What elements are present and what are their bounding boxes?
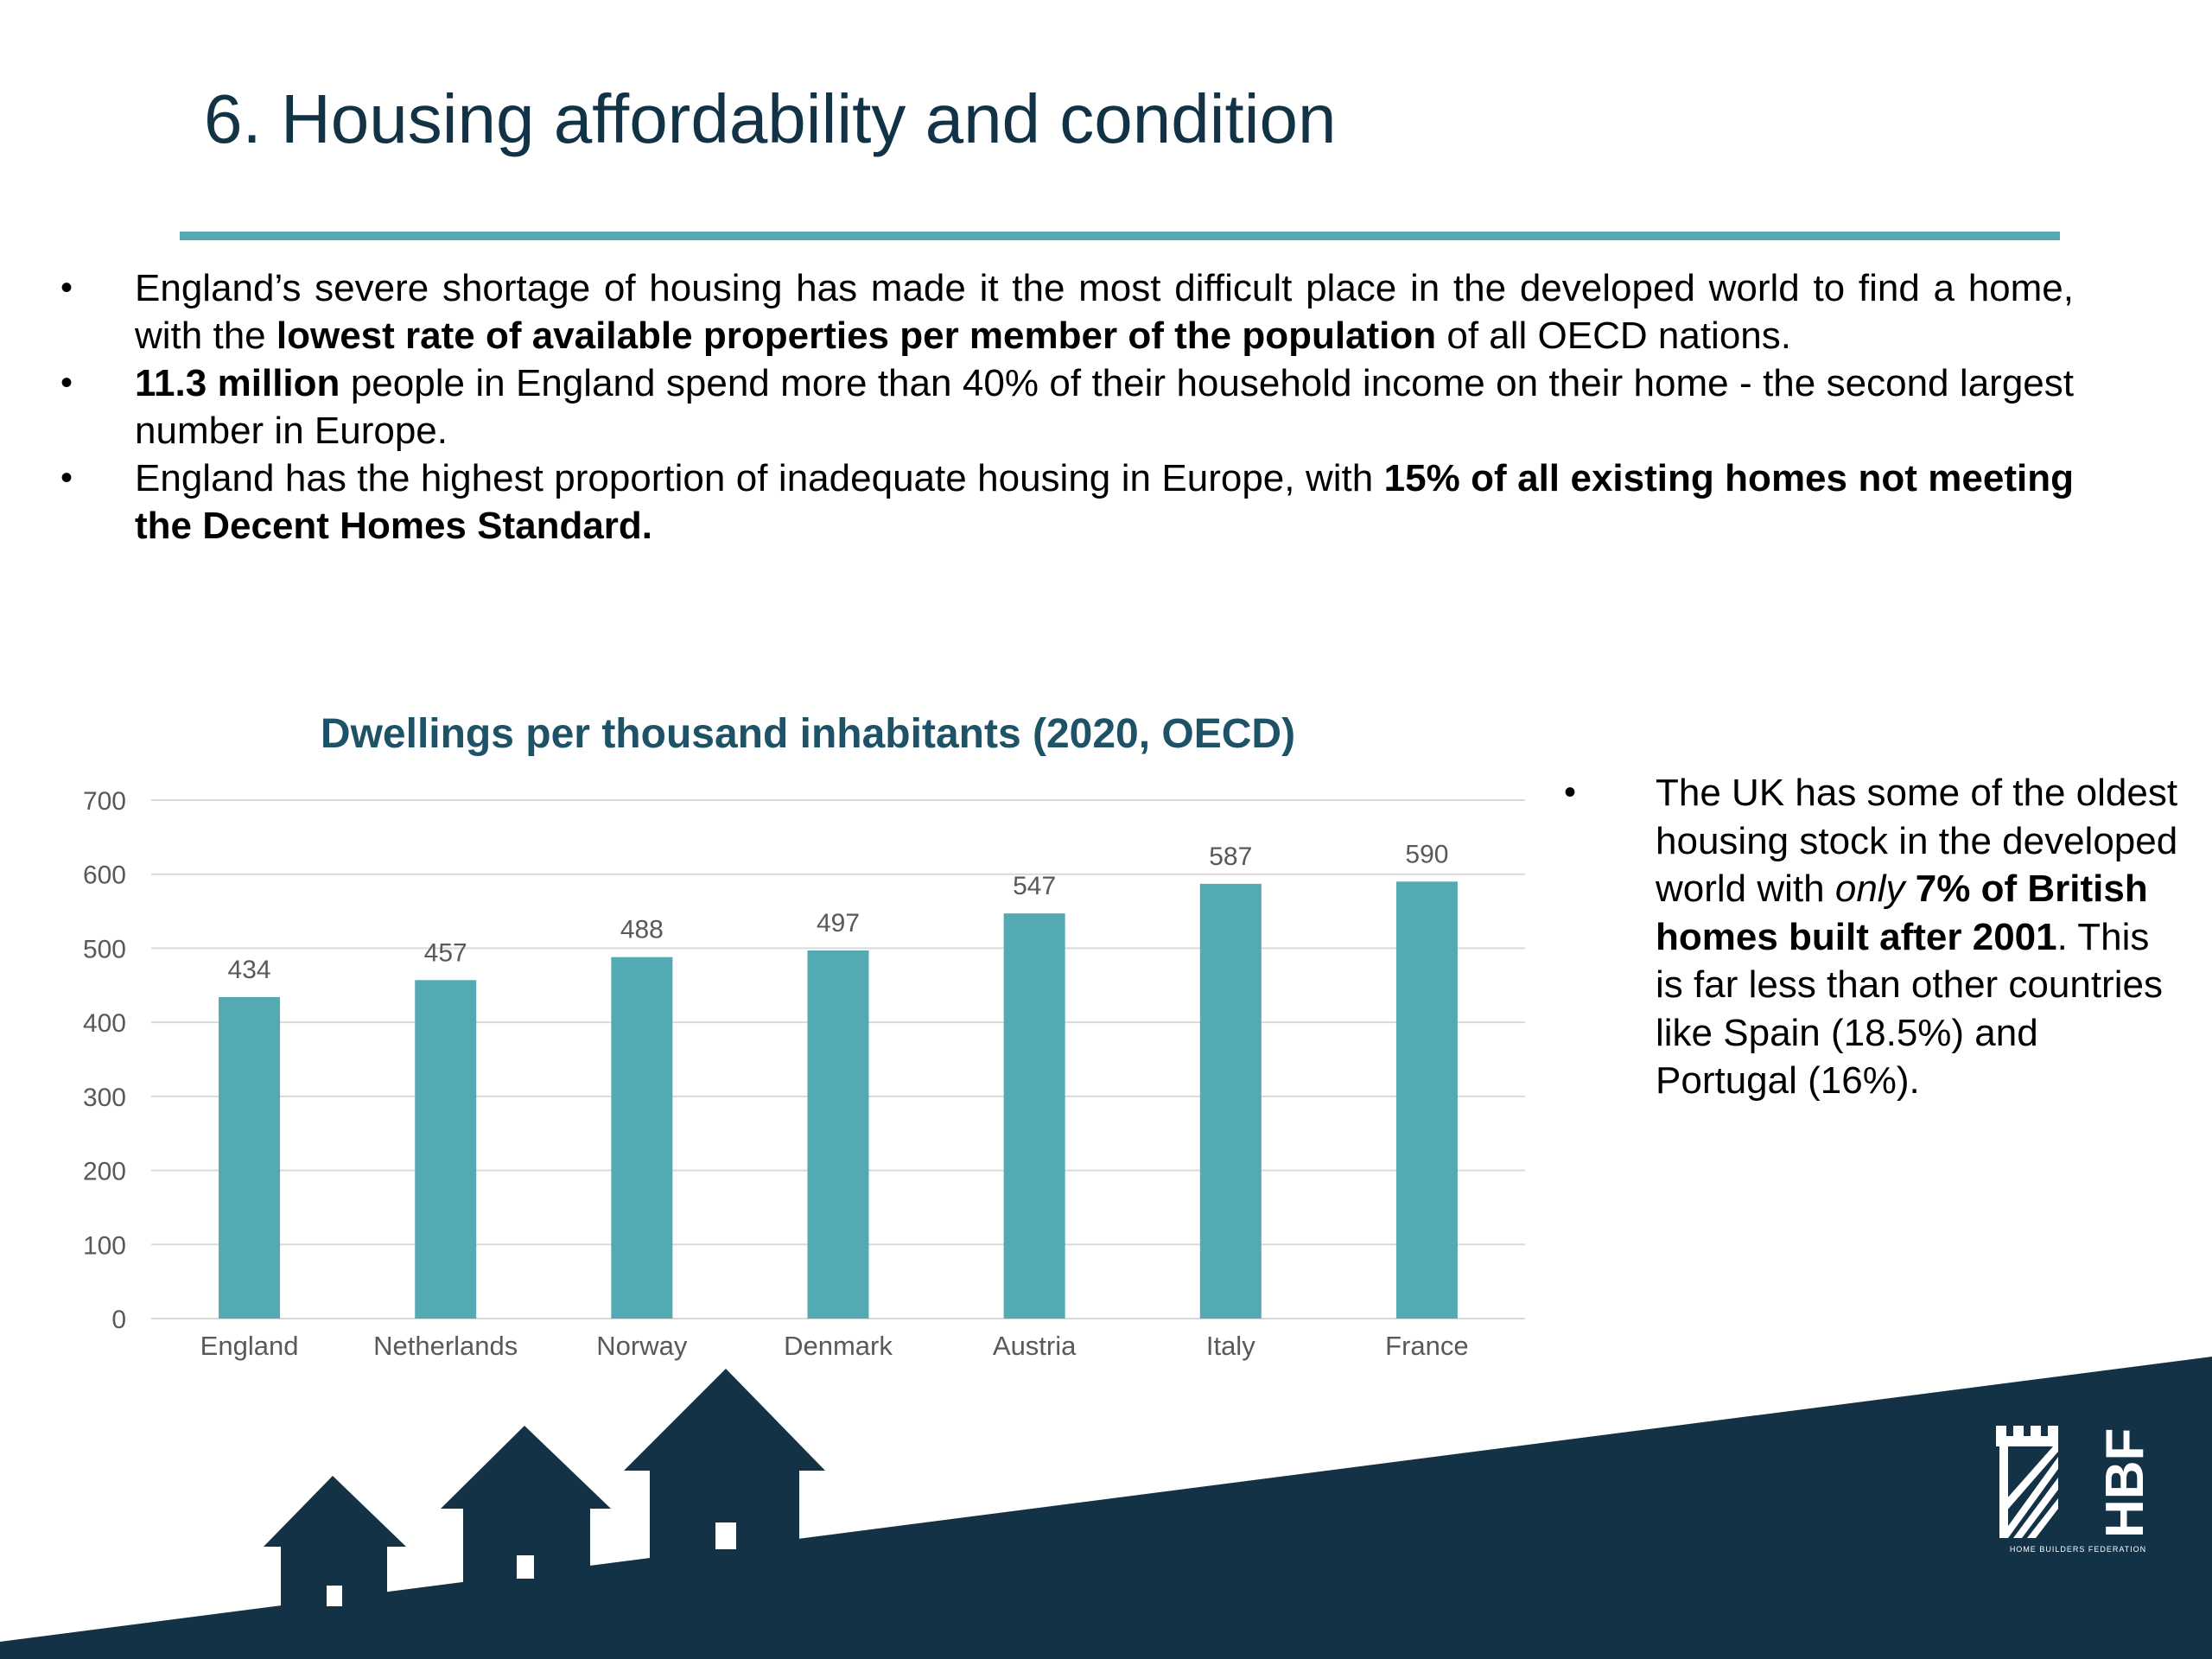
bar <box>1395 881 1458 1319</box>
y-tick-label: 600 <box>83 861 126 890</box>
data-label: 488 <box>620 916 664 944</box>
house-large <box>624 1369 825 1599</box>
x-tick-label: Denmark <box>784 1331 893 1361</box>
y-tick-label: 0 <box>111 1306 126 1334</box>
bar <box>611 957 673 1319</box>
y-tick-label: 700 <box>83 787 126 816</box>
y-tick-label: 400 <box>83 1009 126 1038</box>
text-run: England’s severe shortage of housing has… <box>135 267 2074 357</box>
text-run: The UK has some of the oldest housing st… <box>1656 772 2178 910</box>
x-tick-label: France <box>1385 1331 1468 1361</box>
logo-caption: HOME BUILDERS FEDERATION <box>2009 1545 2147 1554</box>
text-run: only <box>1834 868 1905 910</box>
text-run: 15% of all existing homes not meeting th… <box>135 457 2074 547</box>
x-tick-label: England <box>200 1331 299 1361</box>
bar <box>1199 883 1262 1319</box>
hbf-logo: HBF <box>1996 1426 2155 1538</box>
bar <box>1003 913 1065 1319</box>
data-label: 434 <box>228 956 271 984</box>
data-label: 497 <box>817 909 860 938</box>
chart-title: Dwellings per thousand inhabitants (2020… <box>320 711 1296 757</box>
text-run: . This is far less than other countries … <box>1656 915 2163 1103</box>
house-small <box>264 1476 406 1624</box>
key-points-list: England’s severe shortage of housing has… <box>60 264 2074 550</box>
data-label: 590 <box>1405 840 1448 868</box>
data-label: 547 <box>1013 872 1056 900</box>
text-run: of all OECD nations. <box>1436 315 1792 357</box>
text-run: people in England spend more than 40% of… <box>135 362 2074 452</box>
x-tick-label: Norway <box>596 1331 688 1361</box>
x-tick-label: Austria <box>993 1331 1077 1361</box>
x-tick-label: Netherlands <box>373 1331 518 1361</box>
y-tick-label: 100 <box>83 1231 126 1260</box>
side-note-text: The UK has some of the oldest housing st… <box>1564 769 2186 1105</box>
data-label: 587 <box>1209 842 1252 871</box>
bar <box>807 950 869 1319</box>
bar <box>415 980 477 1319</box>
y-tick-label: 300 <box>83 1084 126 1112</box>
key-point-2: 11.3 million people in England spend mor… <box>60 359 2074 454</box>
title-divider <box>180 232 2060 240</box>
text-run: 11.3 million <box>135 362 340 404</box>
key-point-1: England’s severe shortage of housing has… <box>60 264 2074 359</box>
y-tick-label: 500 <box>83 935 126 963</box>
key-point-3: England has the highest proportion of in… <box>60 454 2074 550</box>
text-run: England has the highest proportion of in… <box>135 457 1384 499</box>
text-run: 7% of British homes built after 2001 <box>1656 868 2148 958</box>
logo-text: HBF <box>2095 1428 2155 1538</box>
side-note-list: The UK has some of the oldest housing st… <box>1564 769 2186 1105</box>
bar <box>219 997 281 1319</box>
page-title: 6. Housing affordability and condition <box>204 80 1337 157</box>
x-tick-label: Italy <box>1206 1331 1255 1361</box>
bar-chart: 0 100 200 300 400 500 600 700 434 England 457 Nethe… <box>83 787 1525 1361</box>
house-medium <box>441 1426 611 1616</box>
data-label: 457 <box>424 938 467 967</box>
y-tick-label: 200 <box>83 1158 126 1186</box>
text-run: lowest rate of available properties per … <box>276 315 1437 357</box>
